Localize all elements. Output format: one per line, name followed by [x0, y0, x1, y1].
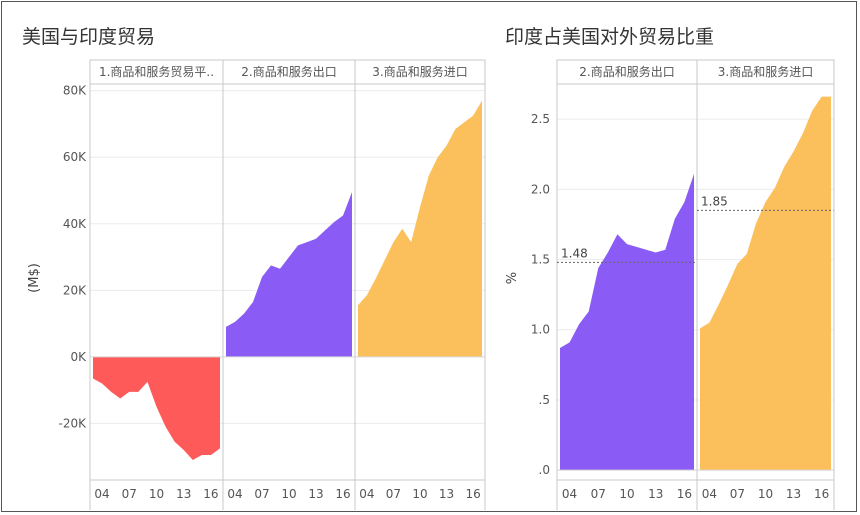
chart-title-right: 印度占美国对外贸易比重: [505, 26, 715, 48]
average-label: 1.85: [701, 194, 728, 208]
x-tick-label: 07: [122, 487, 137, 501]
x-tick-label: 13: [308, 487, 323, 501]
x-tick-label: 10: [149, 487, 164, 501]
y-tick-label: 60K: [63, 150, 87, 164]
y-axis-title: %: [505, 272, 520, 284]
y-tick-label: .5: [539, 393, 550, 407]
x-tick-label: 13: [786, 487, 801, 501]
y-tick-label: 40K: [63, 217, 87, 231]
y-axis-title: (M$): [27, 263, 42, 293]
x-tick-label: 07: [386, 487, 401, 501]
panel-header-label: 3.商品和服务进口: [718, 64, 813, 79]
panel-header-label: 3.商品和服务进口: [372, 64, 467, 79]
y-tick-label: 2.5: [531, 112, 550, 126]
area-series: [700, 96, 831, 471]
panel-header-label: 2.商品和服务出口: [241, 64, 336, 79]
area-series: [93, 356, 220, 461]
area-series: [560, 173, 694, 471]
x-tick-label: 07: [730, 487, 745, 501]
y-tick-label: 20K: [63, 283, 87, 297]
area-series: [358, 100, 482, 357]
area-series: [226, 192, 352, 357]
x-tick-label: 10: [619, 487, 634, 501]
y-tick-label: 0K: [70, 350, 87, 364]
x-tick-label: 04: [227, 487, 242, 501]
average-label: 1.48: [561, 246, 588, 260]
x-tick-label: 16: [814, 487, 829, 501]
x-tick-label: 07: [591, 487, 606, 501]
x-tick-label: 16: [203, 487, 218, 501]
x-tick-label: 16: [677, 487, 692, 501]
x-tick-label: 13: [648, 487, 663, 501]
x-tick-label: 10: [412, 487, 427, 501]
y-tick-label: 2.0: [531, 182, 550, 196]
y-tick-label: 80K: [63, 84, 87, 98]
y-tick-label: .0: [539, 463, 550, 477]
y-tick-label: 1.0: [531, 323, 550, 337]
chart-title-left: 美国与印度贸易: [22, 26, 156, 48]
x-tick-label: 04: [562, 487, 577, 501]
x-tick-label: 13: [176, 487, 191, 501]
x-tick-label: 10: [758, 487, 773, 501]
x-tick-label: 04: [94, 487, 109, 501]
x-tick-label: 16: [335, 487, 350, 501]
x-tick-label: 16: [466, 487, 481, 501]
panel-header-label: 2.商品和服务出口: [579, 64, 674, 79]
panel-header-label: 1.商品和服务贸易平..: [99, 64, 214, 79]
y-tick-label: -20K: [59, 416, 88, 430]
x-tick-label: 04: [702, 487, 717, 501]
x-tick-label: 13: [439, 487, 454, 501]
x-tick-label: 10: [281, 487, 296, 501]
x-tick-label: 07: [254, 487, 269, 501]
x-tick-label: 04: [359, 487, 374, 501]
y-tick-label: 1.5: [531, 253, 550, 267]
